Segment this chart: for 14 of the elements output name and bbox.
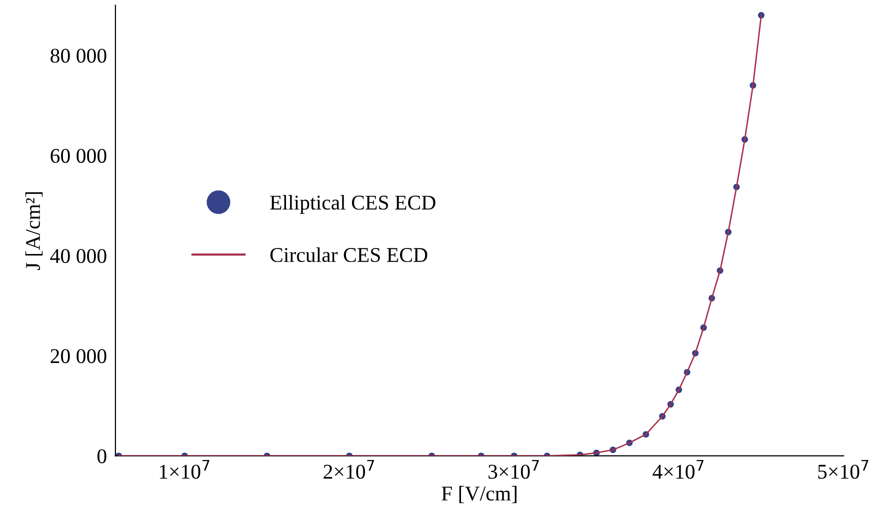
legend-label: Circular CES ECD bbox=[270, 247, 428, 262]
y-tick-label: 20 000 bbox=[50, 349, 106, 364]
x-tick-label: 3×10$^{7}$ bbox=[488, 460, 539, 479]
y-tick-label: 60 000 bbox=[50, 148, 106, 163]
x-tick-label: 1×10$^{7}$ bbox=[160, 460, 210, 479]
legend-label: Elliptical CES ECD bbox=[270, 195, 436, 214]
y-axis-title: J [A/cm²] bbox=[25, 192, 43, 270]
x-tick-label: 2×10$^{7}$ bbox=[324, 460, 374, 479]
x-axis-title: F [V/cm] bbox=[442, 486, 516, 504]
y-tick-label: 80 000 bbox=[50, 48, 106, 63]
x-tick-label: 5×10$^{7}$ bbox=[818, 460, 868, 479]
x-tick-label: 4×10$^{7}$ bbox=[652, 460, 704, 479]
y-tick-label: 0 bbox=[97, 449, 106, 464]
y-tick-label: 40 000 bbox=[50, 248, 106, 264]
